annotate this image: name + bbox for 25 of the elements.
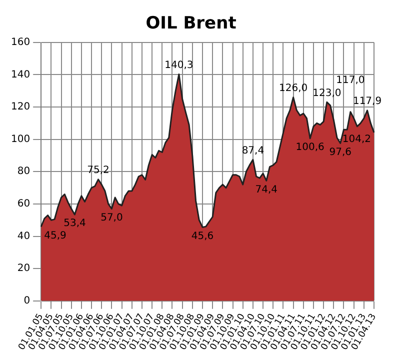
y-tick-label: 60 [17, 198, 30, 210]
y-tick-label: 80 [17, 166, 30, 178]
data-label: 126,0 [278, 82, 308, 94]
y-tick-label: 120 [10, 102, 30, 113]
data-label: 100,6 [296, 142, 324, 153]
data-label: 53,4 [64, 218, 86, 230]
y-tick-label: 100 [10, 134, 30, 145]
data-label: 45,9 [44, 230, 66, 242]
data-label: 87,4 [242, 145, 264, 156]
y-tick-label: 20 [17, 263, 30, 274]
data-label: 97,6 [329, 146, 352, 158]
data-label: 57,0 [100, 212, 123, 224]
y-tick-label: 40 [17, 230, 30, 242]
data-label: 140,3 [164, 60, 194, 71]
data-label: 123,0 [312, 88, 342, 99]
y-tick-label: 140 [10, 69, 30, 80]
chart-title: OIL Brent [146, 14, 236, 34]
y-tick-label: 0 [24, 295, 30, 306]
y-tick-label: 160 [10, 36, 30, 48]
data-label: 75,2 [87, 164, 110, 176]
data-label: 117,0 [336, 74, 365, 86]
data-label: 117,9 [352, 96, 382, 108]
data-label: 74,4 [255, 184, 278, 196]
data-label: 45,6 [191, 230, 214, 242]
data-label: 104,2 [342, 134, 372, 145]
